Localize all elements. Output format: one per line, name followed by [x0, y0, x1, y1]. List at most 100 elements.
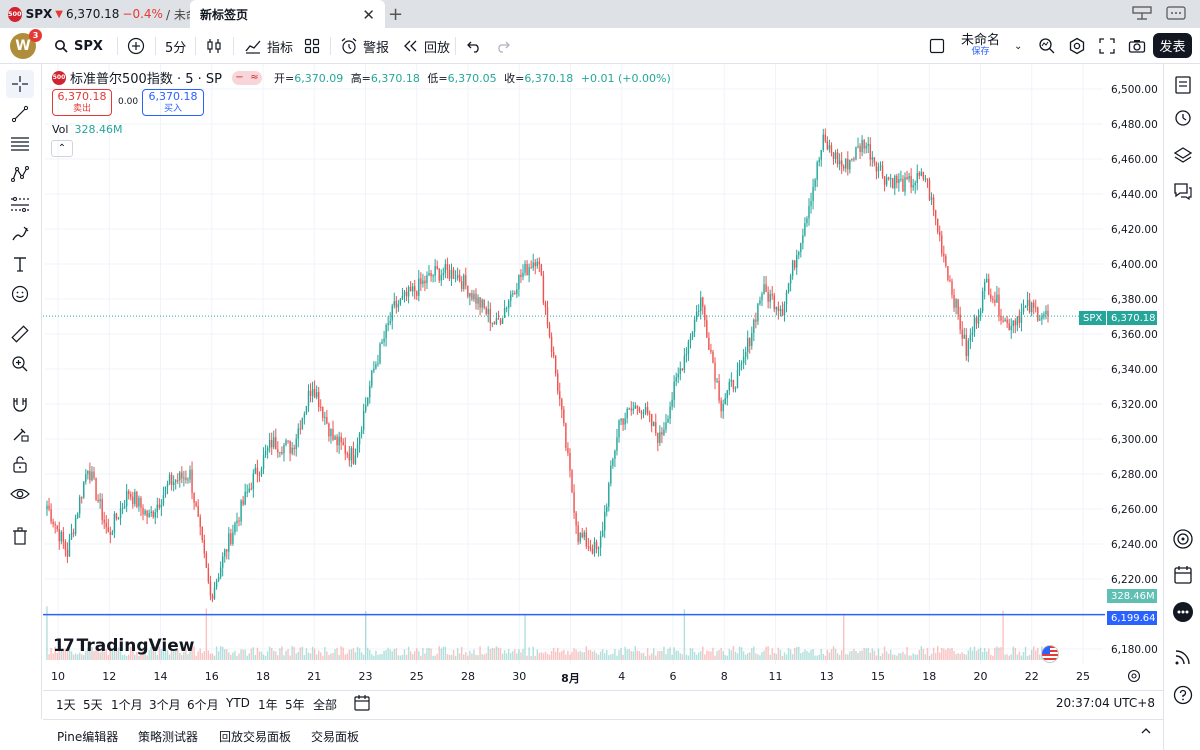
volume-bar [275, 651, 277, 660]
object-tree-button[interactable] [1170, 142, 1196, 168]
volume-bar [559, 652, 561, 660]
candle-body [638, 407, 641, 412]
tab-strategy-tester[interactable]: 策略测试器 [138, 730, 199, 744]
go-to-date-icon[interactable] [353, 694, 371, 715]
avatar[interactable]: W 3 [10, 29, 42, 59]
volume-bar [256, 647, 259, 660]
snapshot-button[interactable] [1126, 28, 1148, 64]
templates-button[interactable] [301, 28, 323, 64]
stream-button[interactable] [1170, 644, 1196, 670]
more-options-icon[interactable] [1166, 5, 1186, 25]
clock-icon [1175, 110, 1191, 126]
measure-tool[interactable] [6, 320, 34, 348]
alerts-button[interactable]: 警报 [338, 28, 389, 64]
square-icon [926, 35, 948, 57]
layout-toggle-button[interactable] [926, 28, 948, 64]
redo-button[interactable] [492, 28, 514, 64]
ideas-button[interactable] [1170, 526, 1196, 552]
pattern-tool[interactable] [6, 160, 34, 188]
volume-bar [624, 646, 626, 660]
compare-symbol-button[interactable] [125, 28, 147, 64]
chart-pane[interactable]: 6,500.00 6,480.00 6,460.00 6,440.00 6,420.00… [43, 64, 1163, 688]
chevron-down-icon[interactable]: ⌄ [1014, 40, 1023, 52]
volume-bar [818, 654, 820, 660]
range-1d[interactable]: 1天 [56, 698, 76, 712]
replay-button[interactable]: 回放 [400, 28, 450, 64]
collapse-legend-button[interactable]: ⌃ [51, 140, 73, 157]
candle-body [949, 279, 951, 282]
crosshair-tool[interactable] [6, 70, 34, 98]
watchlist-button[interactable] [1170, 72, 1196, 98]
lock-drawing-tool[interactable] [6, 420, 34, 448]
new-tab-icon[interactable]: + [388, 4, 404, 25]
range-1m[interactable]: 1个月 [111, 698, 143, 712]
remove-drawings-tool[interactable] [6, 522, 34, 550]
interval-button[interactable]: 5分 [165, 40, 187, 56]
tab-overview-icon[interactable] [1132, 5, 1152, 25]
sell-button[interactable]: 6,370.18 卖出 [52, 89, 112, 116]
range-1y[interactable]: 1年 [258, 698, 278, 712]
fullscreen-button[interactable] [1096, 28, 1118, 64]
calendar-icon [1174, 566, 1192, 584]
range-ytd[interactable]: YTD [226, 696, 250, 710]
forecast-tool[interactable] [6, 190, 34, 218]
candle-body [246, 491, 248, 493]
candle-body [1026, 299, 1029, 307]
brush-tool[interactable] [6, 220, 34, 248]
range-6m[interactable]: 6个月 [187, 698, 219, 712]
settings-gear-icon[interactable] [1127, 668, 1141, 687]
undo-button[interactable] [463, 28, 485, 64]
chart-type-button[interactable] [203, 28, 225, 64]
tab-trading-panel[interactable]: 交易面板 [311, 730, 360, 744]
help-button[interactable] [1170, 682, 1196, 708]
volume-bar [550, 650, 553, 660]
visibility-toggle[interactable]: − ≈ [231, 70, 262, 85]
hide-drawings-tool[interactable] [6, 480, 34, 508]
range-all[interactable]: 全部 [313, 698, 338, 712]
clock-timezone[interactable]: 20:37:04 UTC+8 [1055, 696, 1155, 710]
candle-body [91, 471, 93, 481]
volume-bar [738, 646, 741, 660]
user-menu[interactable]: W 3 [10, 28, 42, 64]
browser-tab-new[interactable]: 新标签页 ✕ [190, 0, 385, 28]
range-3m[interactable]: 3个月 [149, 698, 181, 712]
symbol-search[interactable]: SPX [50, 28, 103, 64]
symbol-title[interactable]: 标准普尔500指数 · 5 · SP [70, 72, 222, 87]
zoom-tool[interactable] [6, 350, 34, 378]
volume-bar [579, 650, 581, 660]
trend-line-tool[interactable] [6, 100, 34, 128]
calendar-button[interactable] [1170, 562, 1196, 588]
more-apps-button[interactable] [1170, 599, 1196, 625]
lock-all-tool[interactable] [6, 450, 34, 478]
tab-replay-trading[interactable]: 回放交易面板 [219, 730, 292, 744]
browser-tab-chart[interactable]: 500 SPX ▼ 6,370.18 −0.4% / 未命名 [0, 0, 190, 28]
range-5d[interactable]: 5天 [83, 698, 103, 712]
alerts-panel-button[interactable] [1170, 104, 1196, 130]
volume-bar [546, 653, 549, 660]
buy-button[interactable]: 6,370.18 买入 [142, 89, 204, 116]
volume-bar [608, 655, 610, 660]
candle-body [816, 162, 818, 180]
text-tool[interactable] [6, 250, 34, 278]
price-chart[interactable]: 6,500.00 6,480.00 6,460.00 6,440.00 6,420.00… [43, 64, 1163, 664]
settings-button[interactable] [1066, 28, 1088, 64]
collapse-panel-icon[interactable] [1139, 724, 1153, 741]
quick-search-button[interactable] [1036, 28, 1058, 64]
magnet-tool[interactable] [6, 390, 34, 418]
candle-body [977, 315, 980, 324]
indicators-button[interactable]: 指标 [242, 28, 293, 64]
chats-button[interactable] [1170, 178, 1196, 204]
tab-pine-editor[interactable]: Pine编辑器 [57, 730, 119, 744]
time-axis[interactable]: 10 12 14 16 18 21 23 25 28 30 8月 4 6 8 11 13 15 18 20 22 25 [43, 664, 1163, 688]
publish-button[interactable]: 发表 [1153, 33, 1192, 58]
candle-body [226, 549, 228, 552]
emoji-tool[interactable] [6, 280, 34, 308]
range-5y[interactable]: 5年 [285, 698, 305, 712]
tradingview-logo[interactable]: 17 TradingView [53, 636, 194, 656]
volume-bar [334, 649, 336, 660]
close-tab-icon[interactable]: ✕ [362, 6, 375, 24]
volume-bar [117, 647, 120, 660]
layout-name-button[interactable]: 未命名 保存 ⌄ [961, 28, 1022, 64]
time-tick-label: 21 [307, 670, 322, 683]
fib-tool[interactable] [6, 130, 34, 158]
